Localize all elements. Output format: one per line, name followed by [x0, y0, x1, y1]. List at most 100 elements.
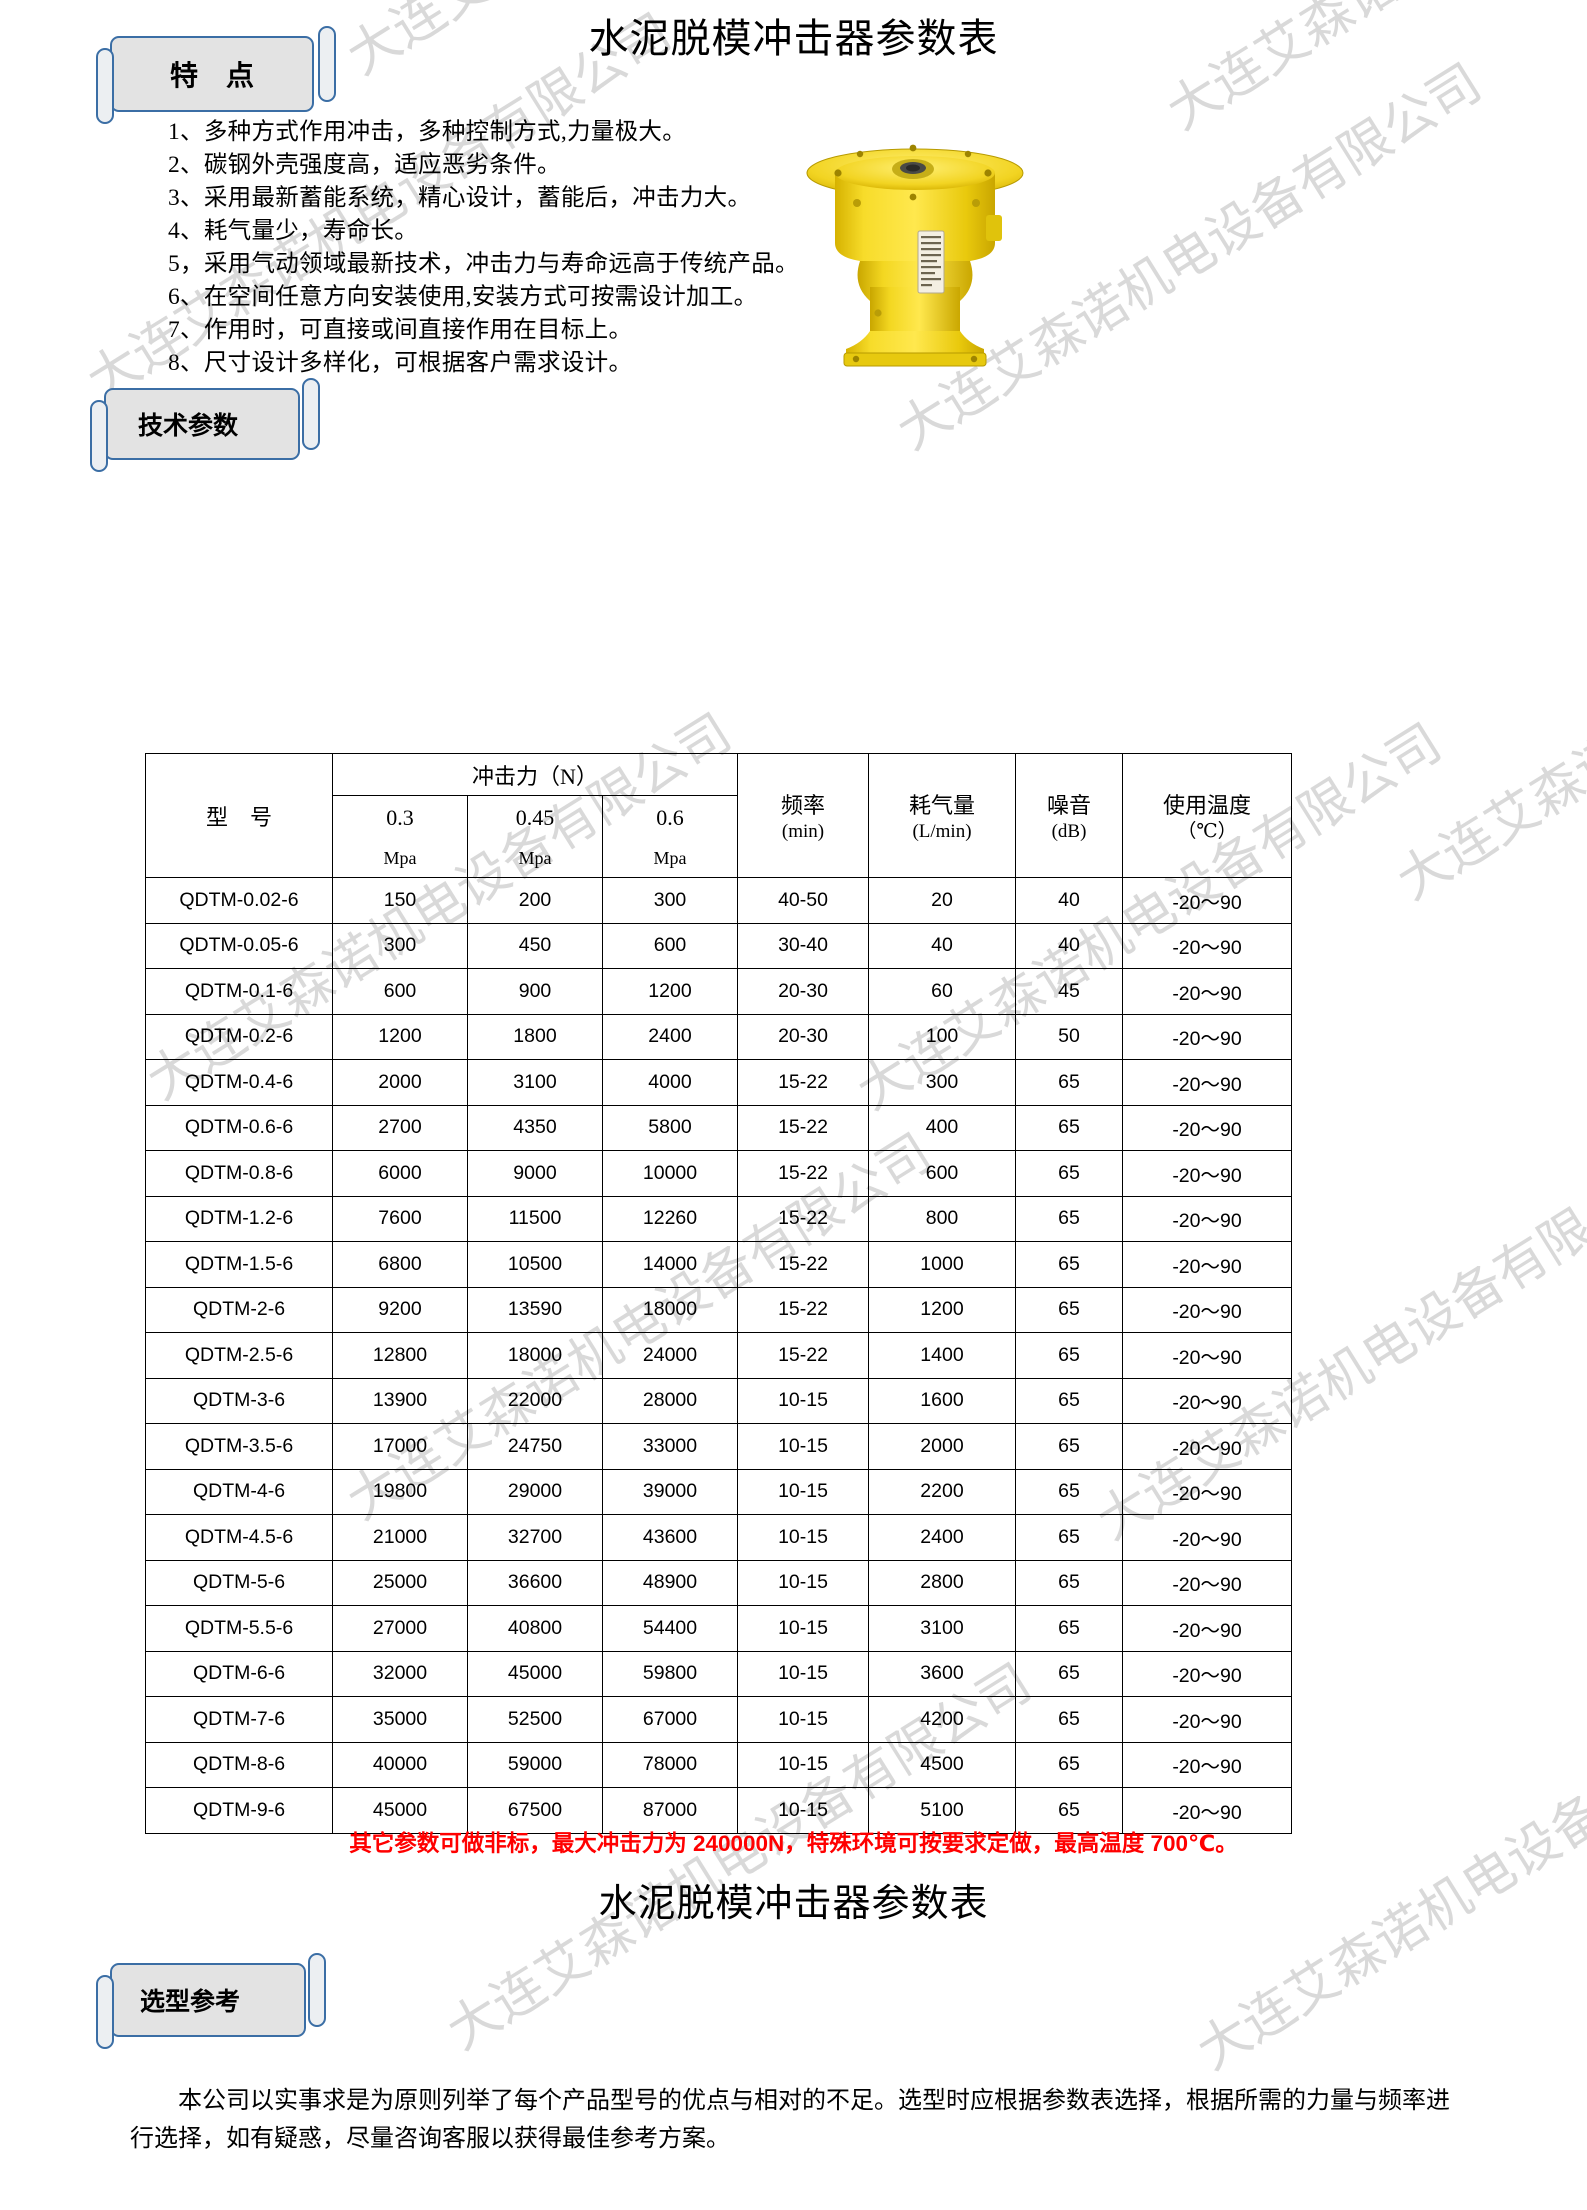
cell-f06: 48900: [602, 1559, 738, 1606]
cell-model: QDTM-4-6: [145, 1468, 333, 1515]
banner-tech-params: 技术参数: [90, 378, 320, 488]
cell-f045: 11500: [467, 1195, 603, 1242]
cell-temp: -20～90: [1122, 1241, 1292, 1288]
table-row: QDTM-1.2-6 7600 11500 12260 15-22 800 65 -20～90: [145, 1195, 1292, 1242]
scroll-roll-left: [90, 400, 108, 472]
cell-noise: 65: [1015, 1286, 1123, 1333]
cell-air: 600: [868, 1150, 1016, 1197]
table-row: QDTM-0.05-6 300 450 600 30-40 40 40 -20～90: [145, 922, 1292, 969]
cell-f06: 14000: [602, 1241, 738, 1288]
cell-f03: 27000: [332, 1605, 468, 1652]
cell-f045: 45000: [467, 1650, 603, 1697]
cell-model: QDTM-0.8-6: [145, 1150, 333, 1197]
cell-f03: 35000: [332, 1696, 468, 1743]
cell-f06: 18000: [602, 1286, 738, 1333]
cell-f03: 600: [332, 968, 468, 1015]
cell-f06: 28000: [602, 1377, 738, 1424]
cell-f03: 9200: [332, 1286, 468, 1333]
spec-table-head: 型 号 冲击力（N） 频率 (min) 耗气量 (L/min) 噪音 (dB) …: [145, 753, 1292, 878]
cell-model: QDTM-1.2-6: [145, 1195, 333, 1242]
cell-air: 100: [868, 1013, 1016, 1060]
table-row: QDTM-3.5-6 17000 24750 33000 10-15 2000 65 -20～…: [145, 1423, 1292, 1470]
cell-f045: 24750: [467, 1423, 603, 1470]
cell-f03: 2000: [332, 1059, 468, 1106]
cell-air: 4500: [868, 1741, 1016, 1788]
cell-air: 5100: [868, 1787, 1016, 1834]
cell-freq: 10-15: [737, 1741, 869, 1788]
col-header-temp-label: 使用温度: [1162, 792, 1251, 818]
col-header-noise: 噪音 (dB): [1015, 753, 1123, 878]
banner-features: 特 点: [96, 26, 336, 136]
scroll-roll-left: [96, 1975, 114, 2049]
cell-temp: -20～90: [1122, 1514, 1292, 1561]
col-header-impact-group: 冲击力（N）: [332, 753, 738, 796]
cell-f03: 12800: [332, 1332, 468, 1379]
cell-f03: 1200: [332, 1013, 468, 1060]
cell-air: 1600: [868, 1377, 1016, 1424]
cell-noise: 65: [1015, 1514, 1123, 1561]
cell-air: 2800: [868, 1559, 1016, 1606]
cell-f045: 36600: [467, 1559, 603, 1606]
scroll-body: 特 点: [110, 36, 314, 112]
cell-f045: 32700: [467, 1514, 603, 1561]
scroll-body: 选型参考: [110, 1963, 306, 2037]
cell-f045: 9000: [467, 1150, 603, 1197]
cell-noise: 45: [1015, 968, 1123, 1015]
table-row: QDTM-3-6 13900 22000 28000 10-15 1600 65 -20～90: [145, 1377, 1292, 1424]
cell-model: QDTM-6-6: [145, 1650, 333, 1697]
table-row: QDTM-0.8-6 6000 9000 10000 15-22 600 65 -20～90: [145, 1150, 1292, 1197]
cell-temp: -20～90: [1122, 1286, 1292, 1333]
cell-noise: 65: [1015, 1195, 1123, 1242]
cell-f06: 300: [602, 877, 738, 924]
feature-item: 6、在空间任意方向安装使用,安装方式可按需设计加工。: [168, 284, 758, 310]
cell-f06: 39000: [602, 1468, 738, 1515]
cell-air: 300: [868, 1059, 1016, 1106]
cell-noise: 50: [1015, 1013, 1123, 1060]
cell-f045: 900: [467, 968, 603, 1015]
col-header-frequency: 频率 (min): [737, 753, 869, 878]
cell-f045: 10500: [467, 1241, 603, 1288]
cell-f06: 43600: [602, 1514, 738, 1561]
cell-model: QDTM-3.5-6: [145, 1423, 333, 1470]
scroll-roll-right: [318, 26, 336, 102]
cell-model: QDTM-5.5-6: [145, 1605, 333, 1652]
cell-air: 2400: [868, 1514, 1016, 1561]
cell-freq: 15-22: [737, 1332, 869, 1379]
cell-air: 400: [868, 1104, 1016, 1151]
spec-table: 型 号 冲击力（N） 频率 (min) 耗气量 (L/min) 噪音 (dB) …: [145, 753, 1292, 1834]
banner-tech-params-label: 技术参数: [138, 412, 239, 440]
table-row: QDTM-2-6 9200 13590 18000 15-22 1200 65 -20～90: [145, 1286, 1292, 1333]
banner-selection: 选型参考: [96, 1953, 326, 2063]
cell-f06: 4000: [602, 1059, 738, 1106]
cell-f06: 10000: [602, 1150, 738, 1197]
cell-freq: 20-30: [737, 1013, 869, 1060]
cell-noise: 65: [1015, 1559, 1123, 1606]
feature-item: 8、尺寸设计多样化，可根据客户需求设计。: [168, 350, 633, 376]
cell-temp: -20～90: [1122, 1059, 1292, 1106]
cell-f045: 52500: [467, 1696, 603, 1743]
cell-temp: -20～90: [1122, 1423, 1292, 1470]
col-header-frequency-label: 频率: [780, 792, 825, 818]
cell-air: 1000: [868, 1241, 1016, 1288]
cell-f03: 32000: [332, 1650, 468, 1697]
cell-f06: 12260: [602, 1195, 738, 1242]
cell-temp: -20～90: [1122, 1013, 1292, 1060]
col-header-air-label: 耗气量: [908, 792, 975, 818]
cell-air: 2200: [868, 1468, 1016, 1515]
col-header-model: 型 号: [145, 753, 333, 878]
cell-noise: 65: [1015, 1787, 1123, 1834]
banner-features-label: 特 点: [169, 60, 254, 91]
feature-item: 7、作用时，可直接或间直接作用在目标上。: [168, 317, 633, 343]
table-row: QDTM-2.5-6 12800 18000 24000 15-22 1400 65 -20～…: [145, 1332, 1292, 1379]
cell-f06: 600: [602, 922, 738, 969]
cell-f03: 45000: [332, 1787, 468, 1834]
banner-selection-label: 选型参考: [140, 1988, 241, 2016]
col-header-frequency-unit: (min): [781, 820, 825, 842]
cell-f06: 87000: [602, 1787, 738, 1834]
cell-model: QDTM-8-6: [145, 1741, 333, 1788]
spec-table-body: QDTM-0.02-6 150 200 300 40-50 20 40 -20～90 QDTM-…: [145, 877, 1292, 1834]
cell-f03: 40000: [332, 1741, 468, 1788]
cell-f045: 40800: [467, 1605, 603, 1652]
table-row: QDTM-5-6 25000 36600 48900 10-15 2800 65 -20～90: [145, 1559, 1292, 1606]
cell-freq: 10-15: [737, 1468, 869, 1515]
